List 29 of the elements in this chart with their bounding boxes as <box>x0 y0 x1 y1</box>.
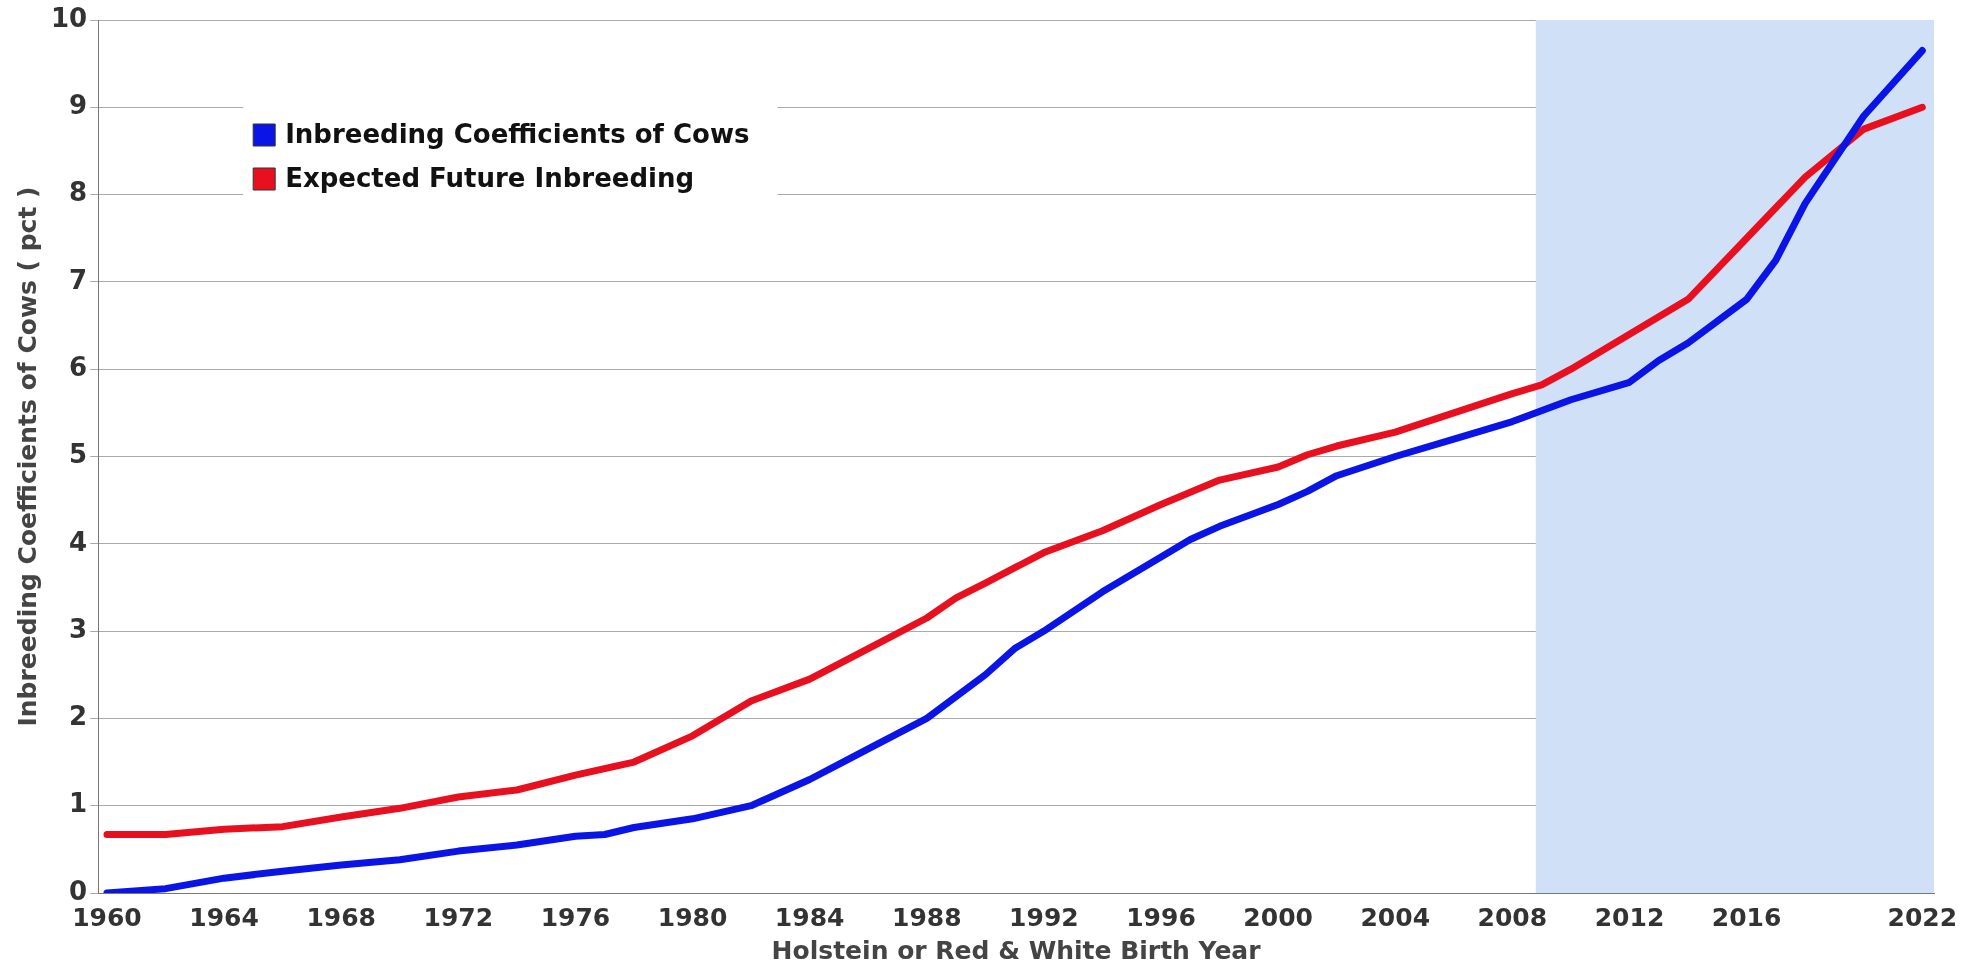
y-tick-label: 3 <box>69 613 88 644</box>
x-tick-label: 1972 <box>423 902 494 932</box>
x-tick-label: 1976 <box>540 902 611 932</box>
x-tick-label: 1964 <box>189 902 259 932</box>
x-tick-label: 1992 <box>1009 902 1079 932</box>
x-tick-label: 2004 <box>1360 902 1431 932</box>
y-tick-label: 6 <box>69 351 88 382</box>
y-tick-label: 5 <box>69 439 88 470</box>
x-tick-label: 2012 <box>1594 902 1665 932</box>
x-tick-label: 1988 <box>891 902 962 932</box>
x-tick-label: 1984 <box>774 902 845 932</box>
x-axis-title: Holstein or Red & White Birth Year <box>771 935 1262 965</box>
y-tick-label: 10 <box>50 2 88 33</box>
y-tick-label: 9 <box>69 90 88 121</box>
y-tick-label: 8 <box>69 177 88 208</box>
x-tick-label: 2022 <box>1887 902 1958 932</box>
x-tick-label: 2008 <box>1477 902 1548 932</box>
y-axis-title: Inbreeding Coefficients of Cows ( pct ) <box>12 186 42 727</box>
x-tick-label: 1996 <box>1126 902 1196 932</box>
x-tick-label: 1968 <box>306 902 376 932</box>
x-tick-label: 2000 <box>1243 902 1313 932</box>
x-tick-label: 2016 <box>1711 902 1782 932</box>
legend-label: Expected Future Inbreeding <box>285 162 695 193</box>
y-tick-label: 2 <box>69 701 88 732</box>
x-tick-label: 1980 <box>657 902 728 932</box>
y-tick-label: 1 <box>69 788 88 819</box>
legend-label: Inbreeding Coefficients of Cows <box>285 118 750 149</box>
y-tick-label: 7 <box>69 264 88 295</box>
y-tick-label: 4 <box>69 526 88 557</box>
